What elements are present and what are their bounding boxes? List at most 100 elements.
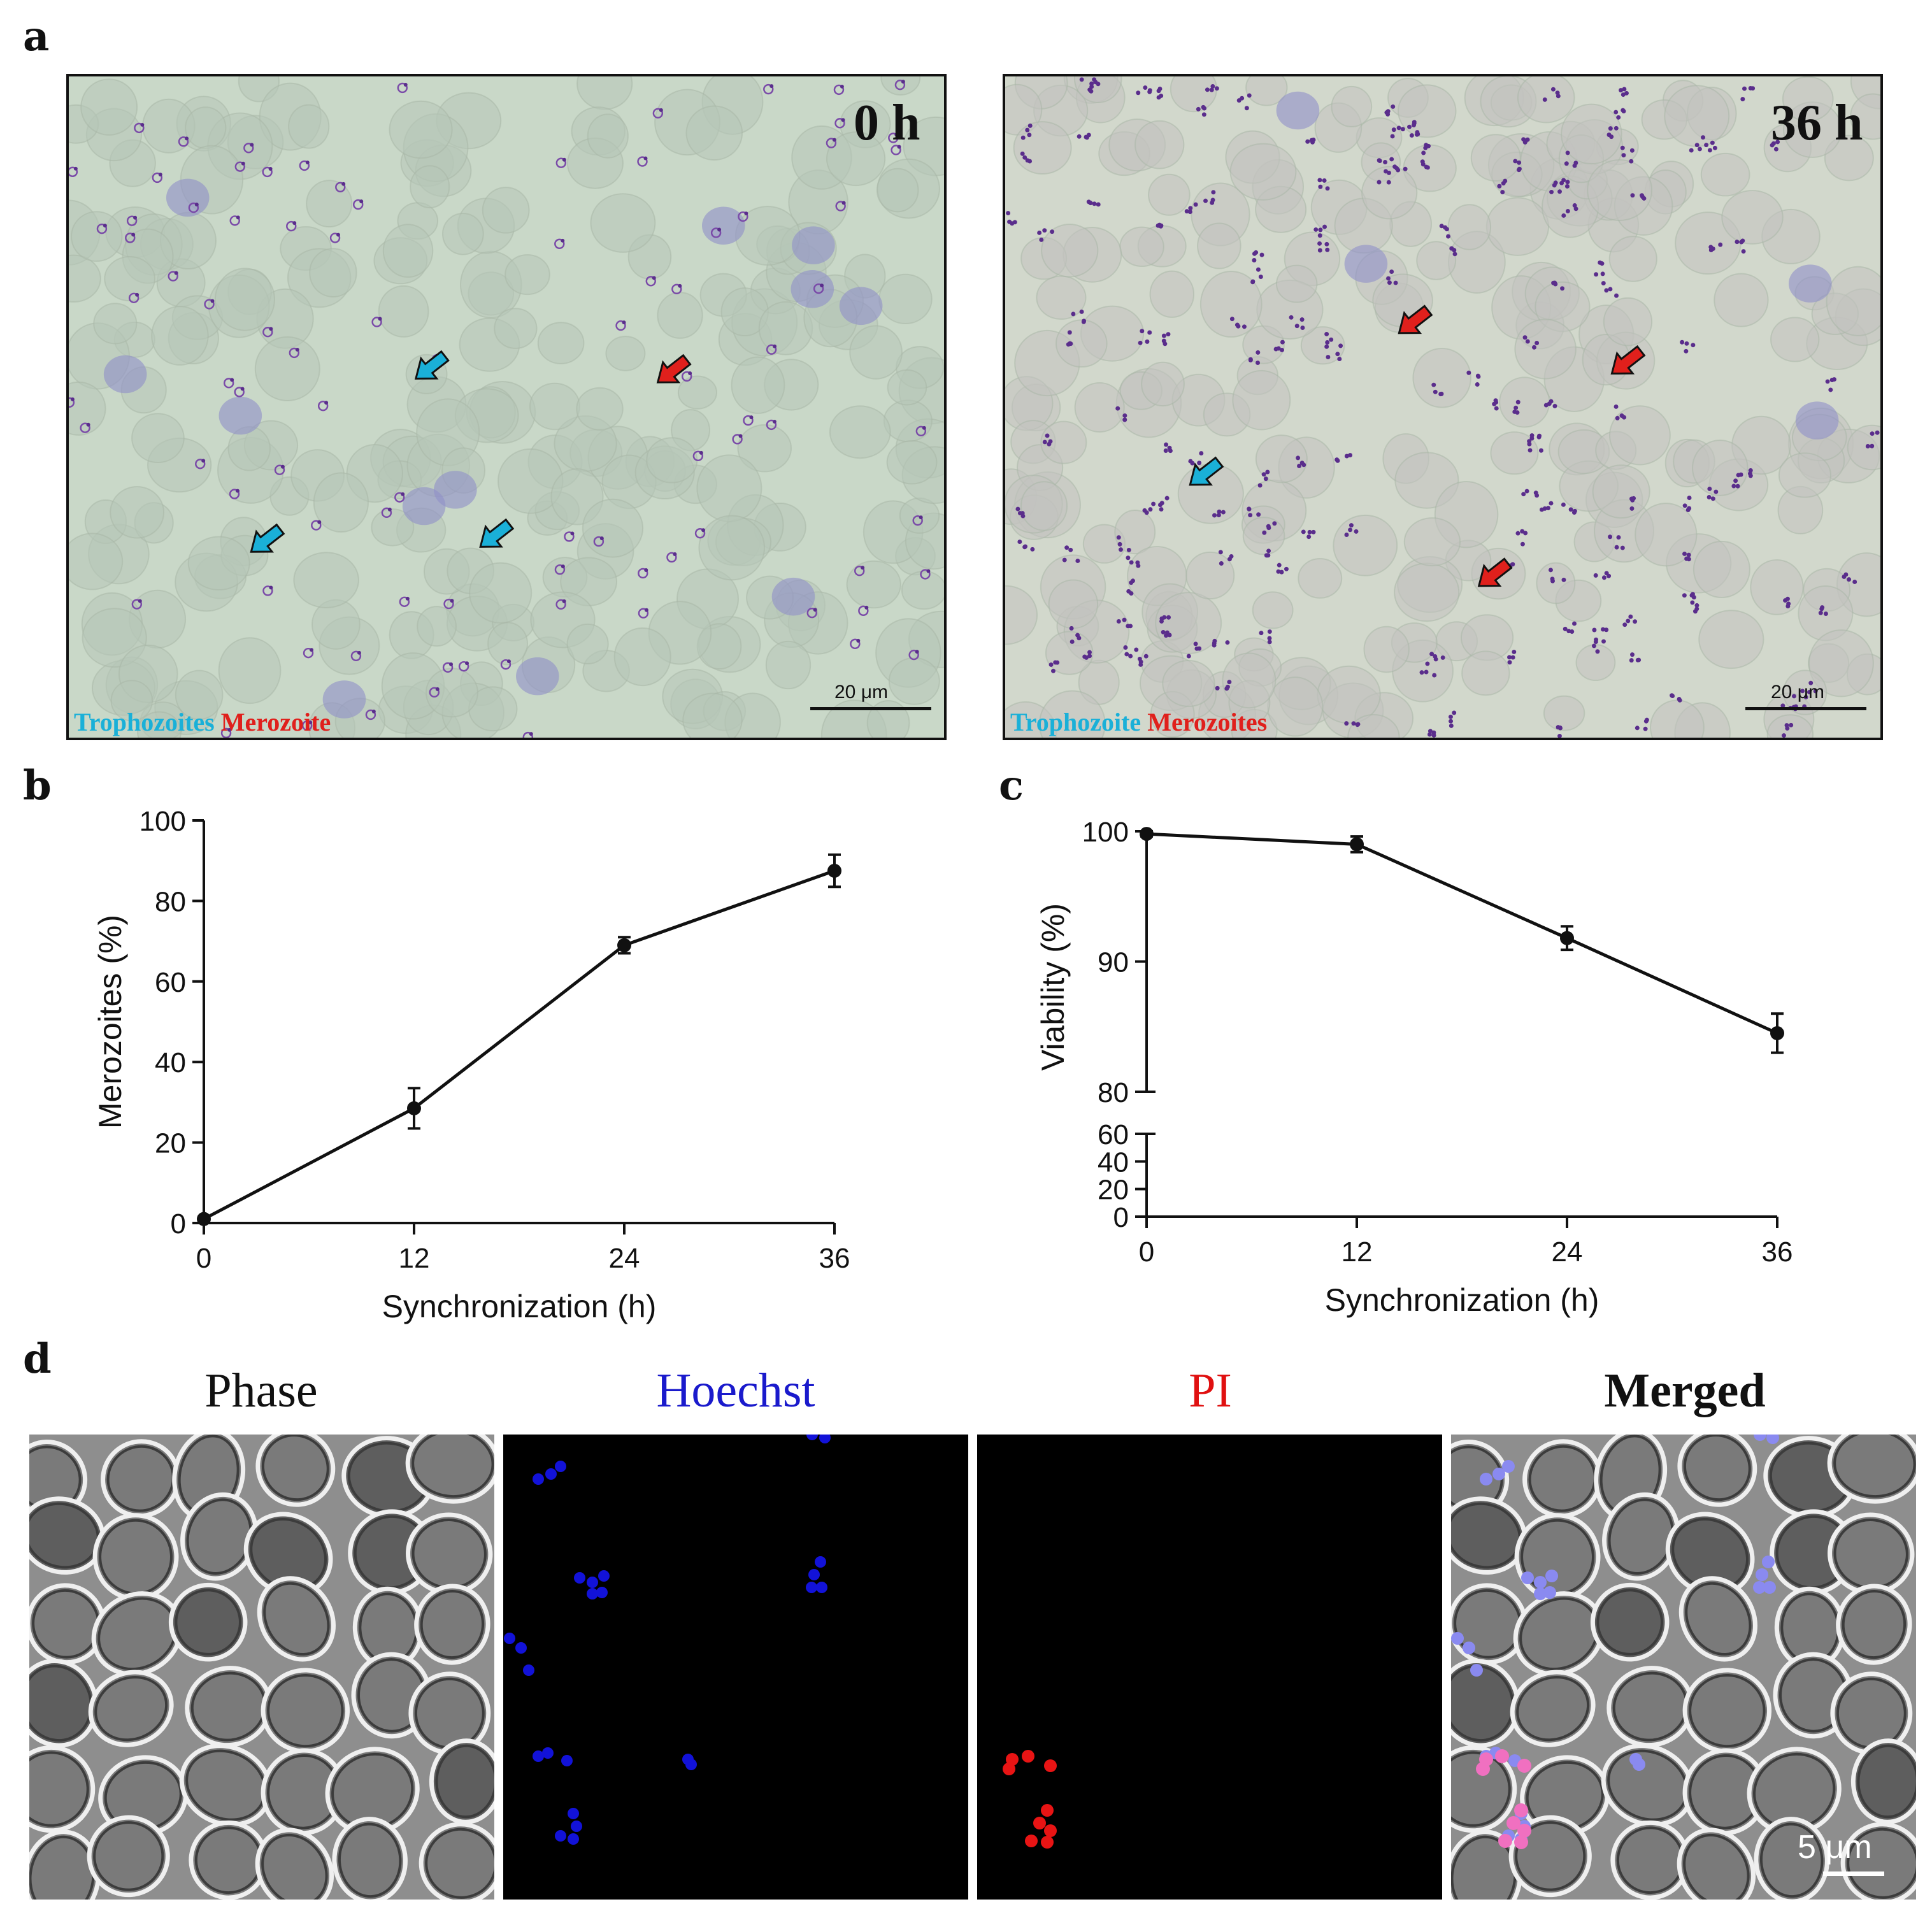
merozoite-dot [1317,178,1322,183]
merged-pink-nucleus [1495,1749,1509,1763]
red-blood-cell [696,454,762,522]
merozoite-dot [1064,545,1070,550]
phase-cell [1677,1435,1757,1507]
merozoite-dot [1267,640,1272,645]
trophozoite-ring [152,172,163,183]
merozoite-dot [1568,507,1573,512]
merozoite-dot [1027,132,1032,138]
trophozoite-ring [743,415,754,426]
merozoite-dot [1122,617,1127,622]
micrograph-0h-image [69,76,944,738]
y-tick-label: 90 [1098,947,1129,978]
merged-blue-nucleus [1502,1460,1515,1473]
merozoite-dot [1256,512,1261,517]
merozoite-dot [1216,513,1221,518]
merozoite-dot [1205,87,1210,92]
merozoite-dot [1324,241,1329,247]
legend-merozoite: Merozoite [220,708,331,736]
x-tick-label: 0 [196,1243,211,1274]
trophozoite-nucleus [570,531,575,536]
trophozoite-nucleus [841,201,846,205]
red-blood-cell [1005,585,1038,645]
stained-cell [322,680,366,719]
merozoite-dot [1503,178,1508,183]
trophozoite-ring [854,566,865,576]
merozoite-dot [1322,224,1327,229]
red-blood-cell [1543,695,1585,731]
red-blood-cell [1603,297,1653,347]
merozoite-dot [1566,629,1571,634]
merozoite-dot [1629,159,1634,164]
trophozoite-ring [766,344,777,355]
merozoite-dot [1560,286,1565,291]
trophozoite-ring [394,492,405,503]
pi-nucleus [1025,1835,1038,1847]
red-blood-cell [888,657,940,705]
trophozoite-nucleus [529,732,533,736]
merged-pink-nucleus [1517,1824,1531,1838]
merozoite-dot [1550,578,1555,583]
phase-cell-rim [261,1435,329,1501]
red-blood-cell [1162,659,1215,707]
merozoite-dot [1521,492,1526,497]
trophozoite-nucleus [897,145,901,149]
red-blood-cell [137,711,182,738]
merozoite-dot [1326,355,1331,360]
legend-merozoites: Merozoites [1147,708,1268,736]
merozoite-dot [1783,598,1788,603]
red-blood-cell [1808,629,1874,698]
merozoite-dot [1425,165,1430,170]
legend-36h: Trophozoite Merozoites [1010,707,1267,737]
hoechst-nucleus [555,1830,566,1842]
merozoite-dot [1214,86,1219,91]
merozoite-dot [1020,151,1025,156]
merozoite-dot [1017,540,1022,545]
merozoite-dot [1236,324,1241,329]
phase-cell-rim [420,1590,485,1659]
trophozoite-ring [555,157,567,168]
trophozoite-ring [912,515,923,526]
series-line [203,869,835,1220]
trophozoite-nucleus [435,687,440,691]
red-blood-cell [1536,562,1576,605]
merozoite-dot [1735,483,1740,489]
phase-cell-rim [1683,1435,1751,1501]
merozoite-dot [1549,189,1554,194]
merozoite-dot [1145,339,1150,344]
merozoite-dot [1707,495,1712,499]
hoechst-nucleus [808,1569,820,1580]
phase-cell-rim [1833,1435,1916,1498]
red-blood-cell [1300,326,1345,365]
merozoite-dot [1137,656,1142,661]
trophozoite-nucleus [841,118,845,122]
merozoite-dot [1686,552,1691,557]
trophozoite-nucleus [401,492,405,496]
merozoite-dot [1188,206,1193,211]
trophozoite-nucleus [371,710,376,714]
merozoite-dot [1532,345,1536,350]
merozoite-dot [1377,180,1382,185]
merozoite-dot [1209,87,1214,92]
merozoite-dot [1565,208,1570,213]
phase-cell-rim [1671,1518,1749,1591]
merozoite-dot [1096,202,1101,207]
arrow-shape [1398,304,1433,334]
image-phase-svg [29,1435,494,1900]
merozoite-dot [1227,680,1232,685]
merozoite-dot [1022,155,1027,160]
rbc-layer [69,76,944,738]
merozoite-dot [1448,714,1453,719]
red-blood-cell [576,76,633,110]
trophozoite-nucleus [599,536,604,541]
phase-cell-rim [94,1675,168,1742]
merozoite-dot [1564,161,1569,166]
merozoite-dot [1439,391,1444,396]
merozoite-dot [1116,619,1121,624]
merozoite-dot [1635,726,1640,731]
red-blood-cell [1155,592,1222,654]
phase-cell [1451,1658,1521,1748]
phase-cell-rim [411,1435,494,1498]
title-merged: Merged [1604,1364,1766,1417]
merozoite-dot [1870,443,1875,448]
merozoite-dot [1020,135,1026,140]
